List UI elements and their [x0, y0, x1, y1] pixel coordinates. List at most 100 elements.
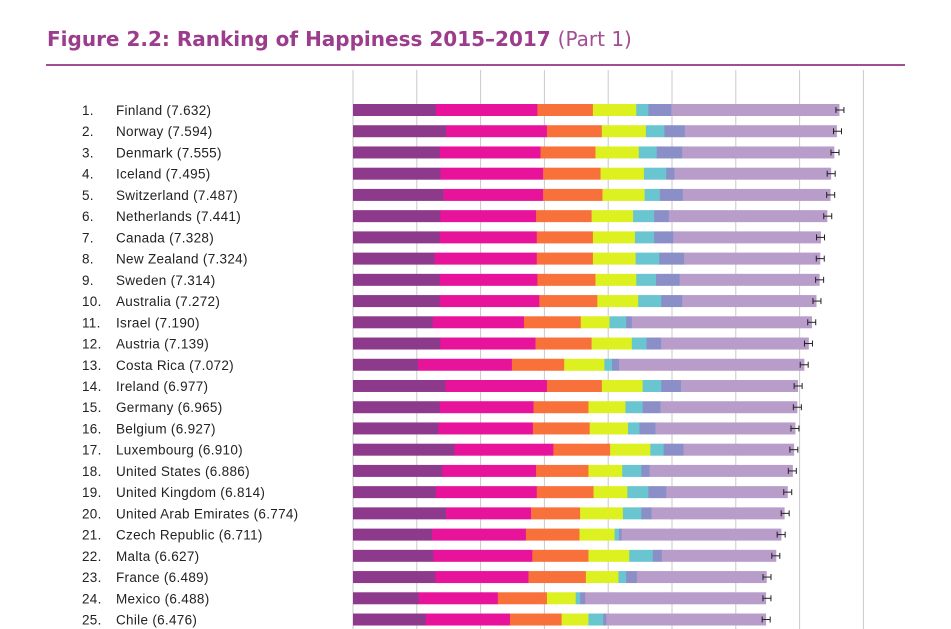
- bar-segment: [606, 613, 767, 626]
- bar-segment: [553, 443, 611, 456]
- bar-segment: [621, 528, 782, 541]
- rank-label: 15.: [82, 400, 102, 415]
- bar-segment: [601, 125, 647, 138]
- bar-segment: [634, 231, 655, 244]
- bar-segment: [353, 146, 441, 159]
- bar-segment: [635, 252, 660, 265]
- bar-segment: [432, 316, 525, 329]
- bar-segment: [532, 549, 589, 562]
- bar-segment: [641, 507, 652, 520]
- bar-segment: [651, 507, 785, 520]
- bar-segment: [661, 549, 777, 562]
- bar-segment: [439, 401, 534, 414]
- bar-segment: [626, 316, 633, 329]
- bar-segment: [439, 295, 540, 308]
- bar-segment: [580, 592, 586, 605]
- bar-segment: [435, 104, 538, 116]
- bar-segment: [625, 401, 643, 414]
- bar-segment: [432, 528, 527, 541]
- country-label: Iceland (7.495): [116, 167, 211, 182]
- bar-segment: [622, 507, 642, 520]
- bar-segment: [643, 167, 667, 180]
- bar-segment: [655, 422, 796, 435]
- bar-segment: [511, 358, 565, 371]
- bar-segment: [353, 443, 455, 456]
- bar-segment: [528, 571, 587, 584]
- bar-segment: [446, 507, 532, 520]
- bar-segment: [536, 252, 594, 265]
- bar-segment: [614, 528, 620, 541]
- bar-segment: [580, 316, 610, 329]
- rank-label: 13.: [82, 358, 102, 373]
- bar-segment: [418, 358, 513, 371]
- bar-segment: [636, 273, 657, 286]
- country-label: Germany (6.965): [116, 400, 223, 415]
- rank-label: 23.: [82, 570, 102, 585]
- bar-segment: [668, 210, 828, 223]
- bar-segment: [654, 231, 674, 244]
- country-label: United Kingdom (6.814): [116, 485, 265, 500]
- bar-segment: [536, 210, 592, 223]
- country-label: Finland (7.632): [116, 103, 211, 118]
- country-label: United Arab Emirates (6.774): [116, 506, 298, 521]
- bar-segment: [619, 358, 805, 371]
- country-label: Costa Rica (7.072): [116, 358, 234, 373]
- rank-label: 18.: [82, 464, 102, 479]
- bar-segment: [537, 104, 594, 116]
- bar-segment: [595, 273, 637, 286]
- bar-segment: [353, 337, 441, 350]
- bar-segment: [642, 379, 662, 392]
- bar-segment: [564, 358, 605, 371]
- bar-segment: [683, 443, 795, 456]
- bar-segment: [638, 295, 662, 308]
- bar-segment: [353, 210, 441, 223]
- bar-segment: [682, 188, 831, 201]
- bar-segment: [604, 358, 613, 371]
- bar-segment: [642, 401, 661, 414]
- bar-segment: [631, 316, 813, 329]
- bar-segment: [633, 210, 655, 223]
- bar-segment: [592, 104, 637, 116]
- bar-segment: [671, 104, 840, 116]
- country-label: Switzerland (7.487): [116, 188, 238, 203]
- bar-segment: [454, 443, 554, 456]
- bar-segment: [649, 464, 793, 477]
- rank-label: 17.: [82, 443, 102, 458]
- bar-segment: [646, 337, 662, 350]
- bar-segment: [353, 401, 441, 414]
- bar-segment: [353, 379, 446, 392]
- bar-segment: [610, 443, 651, 456]
- bar-segment: [684, 252, 821, 265]
- country-label: Luxembourg (6.910): [116, 443, 243, 458]
- rank-label: 12.: [82, 337, 102, 352]
- bar-segment: [433, 549, 533, 562]
- bar-segment: [353, 507, 447, 520]
- bar-segment: [537, 273, 596, 286]
- rank-label: 14.: [82, 379, 102, 394]
- bar-segment: [636, 104, 649, 116]
- bar-segment: [531, 507, 581, 520]
- country-label: Ireland (6.977): [116, 379, 208, 394]
- country-label: New Zealand (7.324): [116, 252, 248, 267]
- country-label: Belgium (6.927): [116, 421, 216, 436]
- bar-segment: [644, 188, 661, 201]
- bar-segment: [543, 188, 603, 201]
- bar-segment: [656, 273, 680, 286]
- bar-segment: [679, 273, 820, 286]
- country-label: Malta (6.627): [116, 549, 199, 564]
- bar-segment: [666, 167, 675, 180]
- bar-segment: [629, 549, 654, 562]
- bar-segment: [589, 422, 629, 435]
- bar-segment: [533, 401, 589, 414]
- bar-segment: [609, 316, 627, 329]
- bar-segment: [353, 252, 435, 265]
- bar-segment: [585, 571, 619, 584]
- bar-segment: [618, 571, 627, 584]
- bar-segment: [597, 295, 639, 308]
- bar-segment: [682, 295, 817, 308]
- bar-segment: [650, 443, 665, 456]
- bar-segment: [440, 167, 544, 180]
- bar-segment: [439, 273, 538, 286]
- bar-segment: [525, 528, 580, 541]
- country-label: France (6.489): [116, 570, 209, 585]
